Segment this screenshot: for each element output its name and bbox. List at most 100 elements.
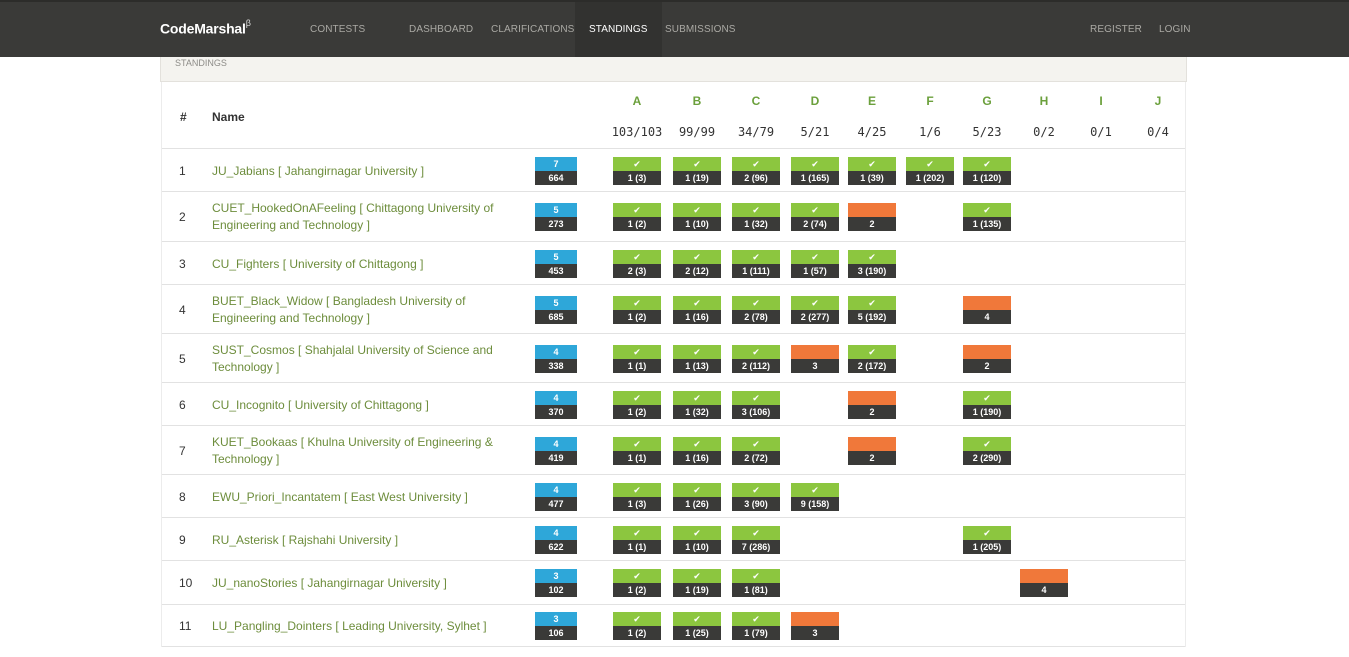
rejected-cell[interactable]: 2 (963, 345, 1011, 373)
team-name-link[interactable]: JU_Jabians [ Jahangirnagar University ] (212, 164, 425, 178)
accepted-cell[interactable]: ✔ 1 (32) (673, 391, 721, 419)
penalty-time: 453 (535, 264, 577, 278)
team-name-link[interactable]: SUST_Cosmos [ Shahjalal University of Sc… (212, 343, 493, 374)
problem-header-j[interactable]: J (1154, 94, 1162, 108)
problem-header-i[interactable]: I (1099, 94, 1103, 108)
problem-header-b[interactable]: B (692, 94, 702, 108)
accepted-cell[interactable]: ✔ 2 (72) (732, 437, 780, 465)
problem-header-g[interactable]: G (982, 94, 992, 108)
team-name-link[interactable]: EWU_Priori_Incantatem [ East West Univer… (212, 490, 468, 504)
accepted-cell[interactable]: ✔ 3 (106) (732, 391, 780, 419)
accepted-cell[interactable]: ✔ 2 (78) (732, 296, 780, 324)
rejected-cell[interactable]: 2 (848, 391, 896, 419)
nav-clarifications[interactable]: CLARIFICATIONS (491, 24, 575, 35)
accepted-cell[interactable]: ✔ 2 (277) (791, 296, 839, 324)
rejected-cell[interactable]: 4 (963, 296, 1011, 324)
accepted-cell[interactable]: ✔ 1 (2) (613, 203, 661, 231)
accepted-cell[interactable]: ✔ 1 (81) (732, 569, 780, 597)
accepted-cell[interactable]: ✔ 1 (13) (673, 345, 721, 373)
attempt-info: 2 (290) (963, 451, 1011, 465)
problem-stat-a: 103/103 (611, 125, 663, 139)
accepted-cell[interactable]: ✔ 1 (1) (613, 526, 661, 554)
accepted-cell[interactable]: ✔ 2 (172) (848, 345, 896, 373)
accepted-cell[interactable]: ✔ 1 (120) (963, 157, 1011, 185)
brand-logo[interactable]: CodeMarshalβ (160, 18, 251, 37)
accepted-cell[interactable]: ✔ 1 (1) (613, 437, 661, 465)
accepted-cell[interactable]: ✔ 1 (165) (791, 157, 839, 185)
problem-header-e[interactable]: E (867, 94, 876, 108)
table-row: 3 CU_Fighters [ University of Chittagong … (162, 242, 1185, 285)
nav-contests[interactable]: CONTESTS (310, 24, 366, 35)
accepted-cell[interactable]: ✔ 2 (290) (963, 437, 1011, 465)
nav-standings[interactable]: STANDINGS (575, 2, 662, 57)
accepted-cell[interactable]: ✔ 1 (190) (963, 391, 1011, 419)
accepted-cell[interactable]: ✔ 1 (3) (613, 157, 661, 185)
accepted-cell[interactable]: ✔ 1 (32) (732, 203, 780, 231)
team-name-link[interactable]: CU_Fighters [ University of Chittagong ] (212, 257, 424, 271)
team-name-link[interactable]: LU_Pangling_Dointers [ Leading Universit… (212, 619, 487, 633)
accepted-cell[interactable]: ✔ 1 (2) (613, 391, 661, 419)
accepted-cell[interactable]: ✔ 2 (112) (732, 345, 780, 373)
team-name-link[interactable]: KUET_Bookaas [ Khulna University of Engi… (212, 435, 493, 466)
nav-register[interactable]: REGISTER (1090, 24, 1142, 35)
accepted-cell[interactable]: ✔ 2 (3) (613, 250, 661, 278)
rejected-cell[interactable]: 4 (1020, 569, 1068, 597)
score-badge: 4 477 (535, 483, 577, 511)
team-name-link[interactable]: JU_nanoStories [ Jahangirnagar Universit… (212, 576, 447, 590)
team-name-link[interactable]: BUET_Black_Widow [ Bangladesh University… (212, 294, 466, 325)
team-name-link[interactable]: RU_Asterisk [ Rajshahi University ] (212, 533, 399, 547)
accepted-cell[interactable]: ✔ 1 (2) (613, 296, 661, 324)
accepted-cell[interactable]: ✔ 1 (2) (613, 612, 661, 640)
accepted-cell[interactable]: ✔ 3 (190) (848, 250, 896, 278)
accepted-cell[interactable]: ✔ 1 (16) (673, 296, 721, 324)
accepted-cell[interactable]: ✔ 1 (3) (613, 483, 661, 511)
check-icon: ✔ (732, 612, 780, 626)
problem-header-a[interactable]: A (632, 94, 642, 108)
accepted-cell[interactable]: ✔ 1 (205) (963, 526, 1011, 554)
accepted-cell[interactable]: ✔ 2 (74) (791, 203, 839, 231)
accepted-cell[interactable]: ✔ 2 (12) (673, 250, 721, 278)
accepted-cell[interactable]: ✔ 1 (79) (732, 612, 780, 640)
attempt-info: 1 (57) (791, 264, 839, 278)
accepted-cell[interactable]: ✔ 3 (90) (732, 483, 780, 511)
accepted-cell[interactable]: ✔ 1 (16) (673, 437, 721, 465)
accepted-cell[interactable]: ✔ 1 (19) (673, 569, 721, 597)
team-name-link[interactable]: CU_Incognito [ University of Chittagong … (212, 398, 429, 412)
accepted-cell[interactable]: ✔ 1 (10) (673, 526, 721, 554)
attempt-info: 2 (78) (732, 310, 780, 324)
accepted-cell[interactable]: ✔ 1 (57) (791, 250, 839, 278)
accepted-cell[interactable]: ✔ 1 (26) (673, 483, 721, 511)
accepted-cell[interactable]: ✔ 1 (25) (673, 612, 721, 640)
rejected-cell[interactable]: 2 (848, 437, 896, 465)
nav-login[interactable]: LOGIN (1159, 24, 1191, 35)
accepted-cell[interactable]: ✔ 1 (111) (732, 250, 780, 278)
accepted-cell[interactable]: ✔ 9 (158) (791, 483, 839, 511)
accepted-cell[interactable]: ✔ 1 (135) (963, 203, 1011, 231)
penalty-time: 106 (535, 626, 577, 640)
attempt-info: 2 (74) (791, 217, 839, 231)
rejected-cell[interactable]: 2 (848, 203, 896, 231)
accepted-cell[interactable]: ✔ 5 (192) (848, 296, 896, 324)
check-icon: ✔ (613, 437, 661, 451)
accepted-cell[interactable]: ✔ 7 (286) (732, 526, 780, 554)
accepted-cell[interactable]: ✔ 1 (1) (613, 345, 661, 373)
brand-name: CodeMarshal (160, 20, 246, 37)
problem-header-h[interactable]: H (1039, 94, 1049, 108)
attempt-bar (963, 345, 1011, 359)
problem-header-d[interactable]: D (810, 94, 820, 108)
problem-header-f[interactable]: F (926, 94, 934, 108)
team-name-link[interactable]: CUET_HookedOnAFeeling [ Chittagong Unive… (212, 201, 494, 232)
check-icon: ✔ (791, 483, 839, 497)
accepted-cell[interactable]: ✔ 2 (96) (732, 157, 780, 185)
rejected-cell[interactable]: 3 (791, 612, 839, 640)
accepted-cell[interactable]: ✔ 1 (2) (613, 569, 661, 597)
problem-header-c[interactable]: C (751, 94, 761, 108)
accepted-cell[interactable]: ✔ 1 (202) (906, 157, 954, 185)
nav-submissions[interactable]: SUBMISSIONS (665, 24, 736, 35)
accepted-cell[interactable]: ✔ 1 (39) (848, 157, 896, 185)
accepted-cell[interactable]: ✔ 1 (19) (673, 157, 721, 185)
nav-dashboard[interactable]: DASHBOARD (409, 24, 474, 35)
check-icon: ✔ (732, 483, 780, 497)
rejected-cell[interactable]: 3 (791, 345, 839, 373)
accepted-cell[interactable]: ✔ 1 (10) (673, 203, 721, 231)
